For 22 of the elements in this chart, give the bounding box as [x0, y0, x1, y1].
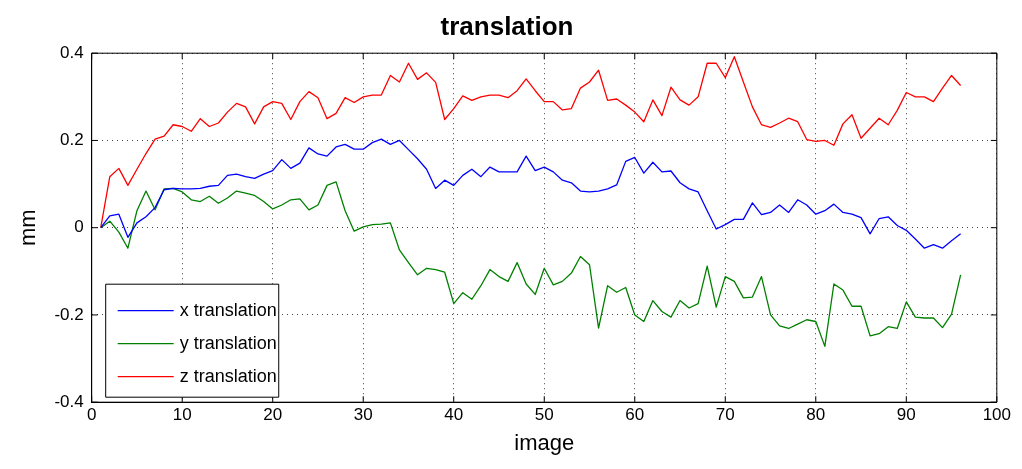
- x-tick-label: 60: [625, 405, 645, 425]
- y-tick-label: 0.4: [60, 42, 84, 62]
- x-tick-label: 20: [263, 405, 283, 425]
- x-tick-label: 40: [444, 405, 464, 425]
- chart-title: translation: [440, 10, 574, 41]
- y-tick-label: -0.4: [54, 391, 84, 411]
- x-tick-label: 0: [86, 405, 97, 425]
- x-tick-label: 50: [534, 405, 554, 425]
- x-tick-label: 10: [172, 405, 192, 425]
- x-tick-label: 70: [715, 405, 735, 425]
- x-tick-label: 80: [806, 405, 826, 425]
- legend-label: y translation: [179, 332, 277, 353]
- legend-label: z translation: [179, 365, 277, 386]
- y-axis-title: mm: [15, 209, 41, 247]
- y-tick-label: -0.2: [54, 304, 84, 324]
- legend-label: x translation: [179, 299, 277, 320]
- x-tick-label: 100: [982, 405, 1012, 425]
- x-tick-label: 30: [353, 405, 373, 425]
- x-tick-label: 90: [896, 405, 916, 425]
- y-tick-label: 0: [74, 217, 84, 237]
- x-axis-title: image: [514, 429, 575, 455]
- y-tick-label: 0.2: [60, 130, 84, 150]
